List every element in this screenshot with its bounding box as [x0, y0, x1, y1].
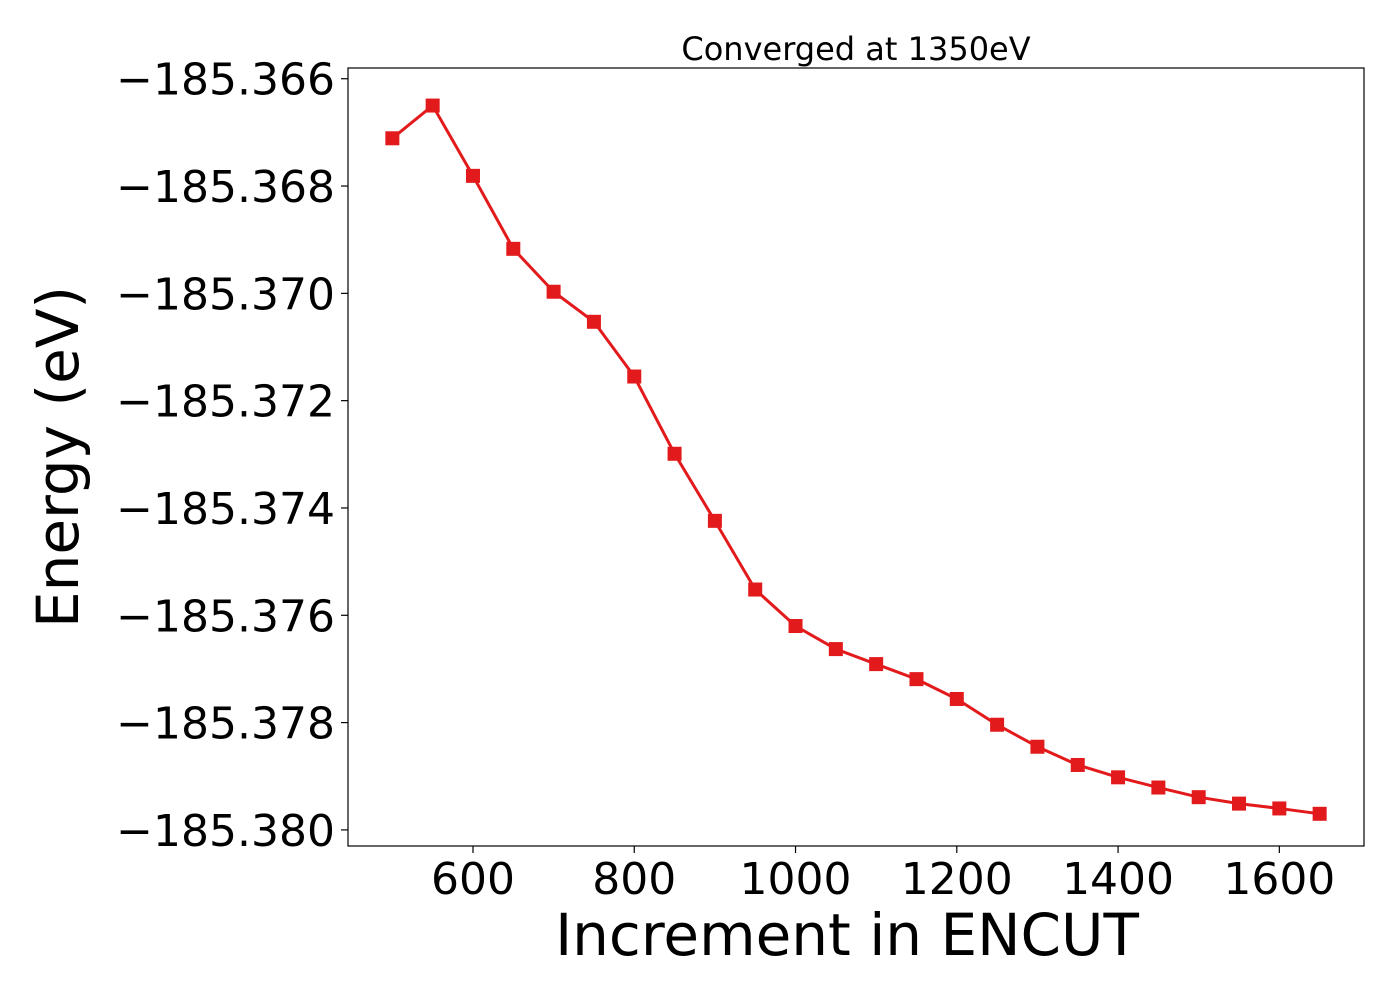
chart-title: Converged at 1350eV [681, 30, 1030, 68]
y-tick-label: −185.372 [116, 377, 335, 428]
data-point [949, 691, 964, 706]
x-tick-label: 1600 [1223, 854, 1335, 905]
data-point [1030, 739, 1045, 754]
data-point [546, 284, 561, 299]
data-point [748, 582, 763, 597]
data-point [828, 642, 843, 657]
data-point [385, 131, 400, 146]
y-tick-label: −185.366 [116, 55, 335, 106]
plot-area-frame [347, 67, 1365, 847]
data-point [1272, 801, 1287, 816]
data-point [990, 717, 1005, 732]
data-point [627, 369, 642, 384]
y-tick-label: −185.376 [116, 591, 335, 642]
y-tick-label: −185.378 [116, 699, 335, 750]
data-point [1151, 780, 1166, 795]
data-point [667, 446, 682, 461]
data-point [1312, 806, 1327, 821]
series-layer [385, 98, 1327, 821]
data-point [506, 241, 521, 256]
data-point [1232, 796, 1247, 811]
x-tick-label: 1000 [740, 854, 852, 905]
data-point [869, 657, 884, 672]
x-axis-title: Increment in ENCUT [555, 901, 1139, 969]
x-axis: 600 800 1000 1200 1400 1600 [431, 846, 1335, 905]
y-tick-label: −185.380 [116, 806, 335, 857]
x-tick-label: 600 [431, 854, 515, 905]
data-point [707, 513, 722, 528]
series-line [391, 104, 1320, 816]
data-point [465, 168, 480, 183]
y-tick-label: −185.368 [116, 162, 335, 213]
data-point [586, 314, 601, 329]
data-point [909, 672, 924, 687]
data-point [1191, 790, 1206, 805]
data-point [1070, 757, 1085, 772]
x-tick-label: 1200 [901, 854, 1013, 905]
x-tick-label: 800 [592, 854, 676, 905]
y-axis-title: Energy (eV) [24, 286, 92, 628]
data-point [425, 98, 440, 113]
y-tick-label: −185.374 [116, 484, 335, 535]
y-tick-label: −185.370 [116, 269, 335, 320]
y-axis: −185.366 −185.368 −185.370 −185.372 −185.374… [116, 55, 348, 857]
data-point [1111, 770, 1126, 785]
data-point [788, 619, 803, 634]
x-tick-label: 1400 [1062, 854, 1174, 905]
